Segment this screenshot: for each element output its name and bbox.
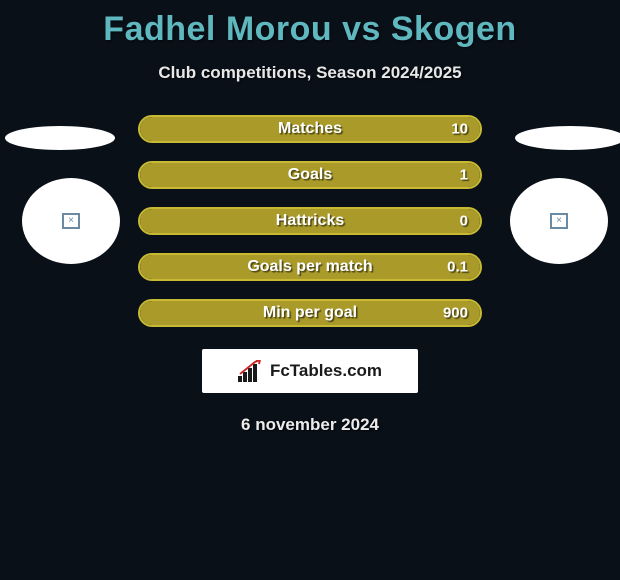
stat-bar-label: Hattricks (276, 212, 344, 230)
fctables-logo-icon (238, 360, 264, 382)
stat-bar: Hattricks 0 (138, 207, 482, 235)
date-label: 6 november 2024 (0, 415, 620, 435)
stat-bar-label: Min per goal (263, 304, 357, 322)
stat-bars: Matches 10 Goals 1 Hattricks 0 Goals per match… (138, 115, 482, 327)
player-avatar-right (510, 178, 608, 264)
stat-bar-value: 1 (460, 167, 468, 184)
player-avatar-left (22, 178, 120, 264)
stat-bar-label: Matches (278, 120, 342, 138)
fctables-badge[interactable]: FcTables.com (202, 349, 418, 393)
page-title: Fadhel Morou vs Skogen (0, 6, 620, 63)
stat-bar-label: Goals per match (247, 258, 372, 276)
stat-bar: Min per goal 900 (138, 299, 482, 327)
placeholder-icon (550, 213, 568, 229)
stat-bar-label: Goals (288, 166, 332, 184)
placeholder-icon (62, 213, 80, 229)
stat-bar-value: 10 (451, 121, 468, 138)
stat-bar-value: 900 (443, 305, 468, 322)
stat-bar-value: 0.1 (447, 259, 468, 276)
stat-bar-value: 0 (460, 213, 468, 230)
decor-ellipse-left (5, 126, 115, 150)
decor-ellipse-right (515, 126, 620, 150)
stat-bar: Matches 10 (138, 115, 482, 143)
fctables-label: FcTables.com (270, 361, 382, 381)
stat-bar: Goals per match 0.1 (138, 253, 482, 281)
subtitle: Club competitions, Season 2024/2025 (0, 63, 620, 115)
stat-bar: Goals 1 (138, 161, 482, 189)
